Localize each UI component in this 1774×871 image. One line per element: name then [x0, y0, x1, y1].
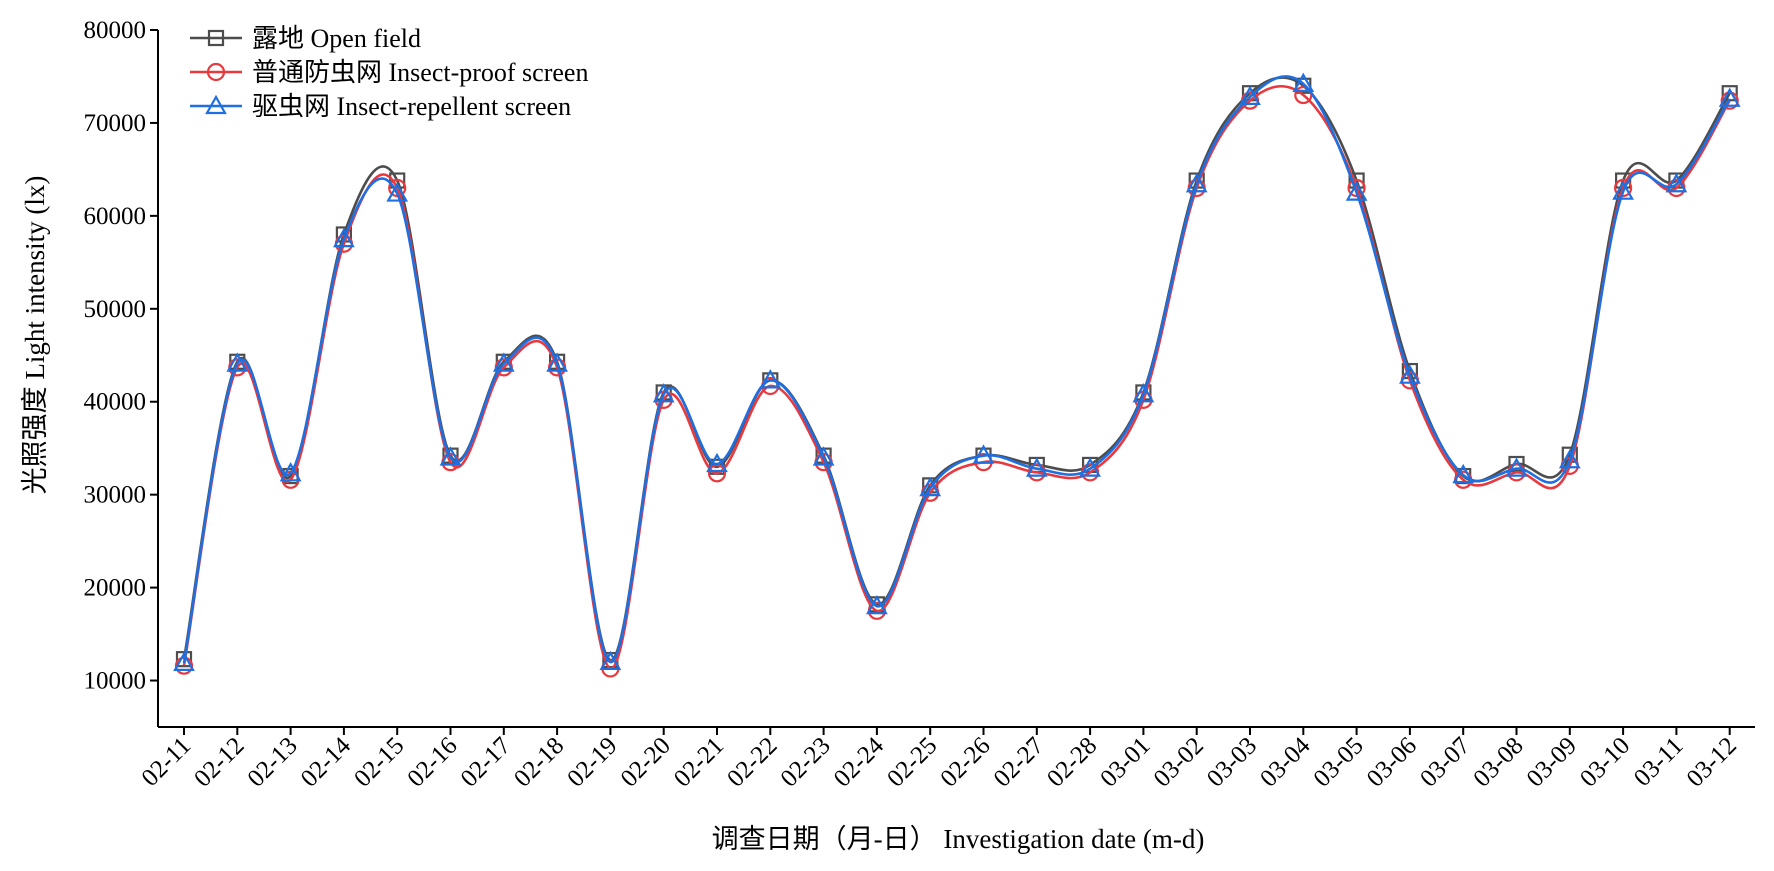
series-line [182, 76, 1731, 662]
x-tick-label: 03-09 [1522, 732, 1582, 792]
data-point [1718, 87, 1741, 107]
series-line [182, 75, 1731, 664]
y-tick-label: 70000 [84, 110, 147, 137]
data-point [599, 650, 622, 671]
x-tick-label: 02-20 [616, 732, 676, 792]
data-point [1508, 455, 1525, 473]
x-tick-label: 03-05 [1309, 732, 1369, 792]
legend-marker [205, 94, 227, 115]
x-tick-label: 03-07 [1415, 732, 1475, 792]
x-tick-label: 02-25 [882, 732, 942, 792]
y-tick-label: 50000 [84, 296, 147, 323]
x-tick-label: 02-24 [829, 732, 890, 793]
legend-item: 驱虫网 Insect-repellent screen [190, 92, 571, 121]
series-layer [173, 72, 1741, 678]
legend-label: 驱虫网 Insect-repellent screen [252, 92, 571, 121]
data-point [1025, 457, 1048, 477]
data-point [226, 352, 249, 372]
y-tick-label: 30000 [84, 482, 147, 509]
data-point [652, 383, 675, 403]
series-circle [174, 84, 1739, 678]
data-point [1613, 178, 1633, 198]
x-tick-label: 02-28 [1042, 732, 1102, 792]
data-point [1399, 364, 1421, 384]
data-point [1185, 173, 1208, 193]
x-tick-label: 02-27 [989, 732, 1049, 792]
x-tick-label: 03-04 [1255, 732, 1316, 793]
x-tick-label: 03-06 [1362, 732, 1422, 792]
x-tick-label: 03-12 [1682, 732, 1742, 792]
x-tick-label: 02-23 [776, 732, 836, 792]
data-point [812, 446, 835, 466]
x-tick-label: 02-15 [349, 732, 409, 792]
x-tick-label: 03-11 [1629, 732, 1689, 792]
y-axis-ticks: 10000 20000 30000 40000 50000 60000 70000 80000 [84, 17, 158, 695]
x-tick-label: 02-26 [935, 732, 995, 792]
series-line [182, 84, 1731, 670]
data-point [866, 594, 888, 615]
x-tick-label: 02-17 [456, 732, 516, 792]
x-tick-label: 02-12 [189, 732, 249, 792]
x-tick-label: 02-18 [509, 732, 569, 792]
y-tick-label: 10000 [84, 668, 147, 695]
data-point [492, 352, 515, 372]
x-tick-label: 03-03 [1202, 732, 1262, 792]
legend-label: 露地 Open field [252, 24, 421, 53]
data-point [1720, 91, 1739, 110]
y-tick-label: 80000 [84, 17, 147, 44]
data-point [1505, 457, 1528, 477]
data-point [759, 369, 782, 389]
x-tick-label: 03-08 [1468, 732, 1528, 792]
x-axis-ticks: 02-1102-1202-1302-1402-1502-1602-1702-18… [137, 727, 1742, 792]
data-point [1132, 383, 1155, 403]
x-tick-label: 02-16 [402, 732, 462, 792]
x-tick-label: 02-21 [669, 732, 729, 792]
data-point [1345, 181, 1368, 201]
legend-label: 普通防虫网 Insect-proof screen [252, 58, 588, 87]
legend: 露地 Open field 普通防虫网 Insect-proof screen 驱虫… [190, 24, 588, 121]
axes [157, 30, 1755, 728]
data-point [706, 452, 728, 473]
legend-marker [206, 62, 226, 82]
x-axis-title: 调查日期（月-日） Investigation date (m-d) [712, 824, 1205, 854]
x-tick-label: 02-13 [243, 732, 303, 792]
x-tick-label: 03-01 [1095, 732, 1155, 792]
legend-item: 露地 Open field [190, 24, 421, 53]
data-point [1452, 463, 1475, 484]
legend-marker [207, 29, 225, 47]
x-tick-label: 02-19 [562, 732, 622, 792]
data-point [173, 651, 195, 671]
data-point [546, 352, 568, 372]
data-point [919, 476, 942, 497]
data-point [1239, 85, 1261, 106]
x-tick-label: 03-02 [1149, 732, 1209, 792]
data-point [1612, 180, 1634, 200]
data-point [1665, 173, 1688, 193]
y-tick-label: 40000 [84, 389, 147, 416]
data-point [1558, 449, 1581, 469]
y-tick-label: 20000 [84, 575, 147, 602]
data-point [386, 182, 409, 202]
data-point [333, 227, 355, 248]
data-point [1079, 457, 1101, 477]
series-square [175, 76, 1738, 669]
data-point [1292, 72, 1315, 93]
series-triangle [173, 72, 1741, 671]
x-tick-label: 02-22 [722, 732, 782, 792]
y-axis-title: 光照强度 Light intensity (lx) [20, 176, 50, 495]
y-tick-label: 60000 [84, 203, 147, 230]
x-tick-label: 02-14 [296, 732, 357, 793]
x-tick-label: 03-10 [1575, 732, 1635, 792]
legend-item: 普通防虫网 Insect-proof screen [190, 58, 588, 87]
data-point [279, 462, 302, 482]
data-point [972, 444, 995, 464]
x-tick-label: 02-11 [137, 732, 197, 792]
data-point [439, 446, 462, 466]
